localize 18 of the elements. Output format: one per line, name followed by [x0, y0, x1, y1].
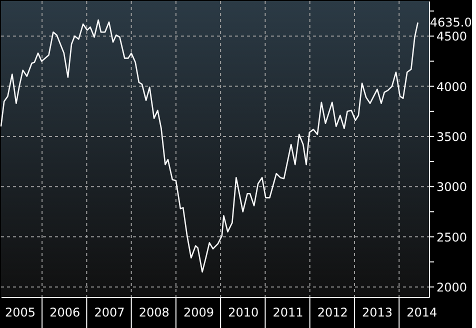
y-tick-label: 2000 — [436, 280, 468, 294]
x-tick-label: 2011 — [272, 306, 304, 320]
x-tick-label: 2010 — [228, 306, 259, 320]
x-tick-label: 2009 — [183, 306, 214, 320]
y-tick-label: 3500 — [436, 130, 468, 144]
line-series — [0, 19, 418, 273]
x-tick-label: 2008 — [138, 306, 170, 320]
x-tick-label: 2012 — [317, 306, 348, 320]
y-tick-label: 3000 — [436, 180, 468, 194]
y-tick-label: 2500 — [436, 230, 468, 244]
x-tick-label: 2013 — [362, 306, 393, 320]
x-tick-label: 2014 — [406, 306, 438, 320]
x-tick-label: 2005 — [4, 306, 36, 320]
y-tick-label: 4000 — [436, 80, 468, 94]
y-tick-label: 4500 — [436, 30, 468, 44]
x-tick-label: 2006 — [50, 306, 80, 320]
data-label: 4635.0 — [430, 16, 472, 30]
x-tick-label: 2007 — [94, 306, 125, 320]
